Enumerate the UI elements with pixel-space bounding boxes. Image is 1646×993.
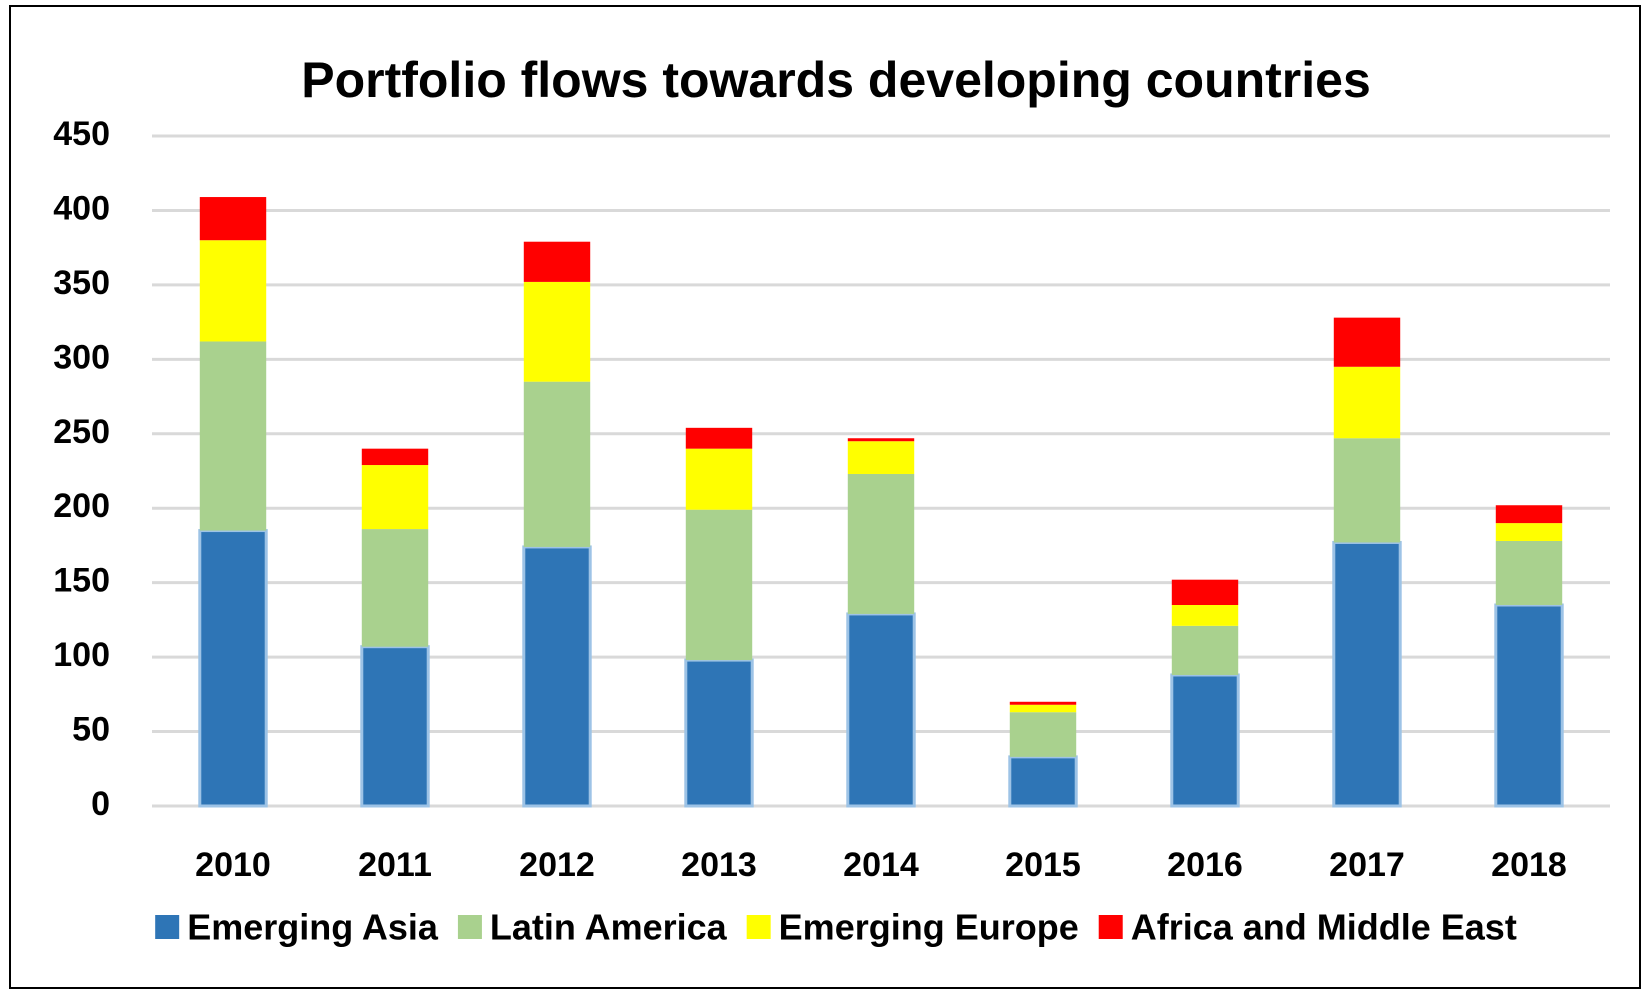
bar-segment <box>361 465 429 530</box>
bar-segment <box>199 240 267 342</box>
bar-segment <box>847 438 915 442</box>
bar-segment <box>523 281 591 382</box>
bar-segment <box>847 441 915 474</box>
bar-segment <box>846 612 916 808</box>
x-tick-label: 2012 <box>519 846 595 884</box>
y-tick-label: 200 <box>53 487 110 525</box>
bar-segment <box>522 545 592 808</box>
bar-segment <box>1171 579 1239 605</box>
legend-swatch <box>155 915 180 939</box>
bar-segment <box>1495 540 1563 605</box>
bar-segment <box>360 645 430 808</box>
bar-segment <box>1494 603 1564 808</box>
y-tick-label: 0 <box>91 785 110 823</box>
y-tick-label: 400 <box>53 189 110 227</box>
x-tick-label: 2015 <box>1005 846 1081 884</box>
x-tick-label: 2016 <box>1167 846 1243 884</box>
x-tick-label: 2013 <box>681 846 757 884</box>
bar-segment <box>1170 673 1240 808</box>
legend-label: Africa and Middle East <box>1131 907 1517 948</box>
y-tick-label: 100 <box>53 636 110 674</box>
bar-segment <box>685 509 753 661</box>
legend-swatch <box>746 915 771 939</box>
y-tick-label: 50 <box>72 711 110 749</box>
y-tick-label: 450 <box>53 115 110 153</box>
bar-segment <box>1008 755 1078 808</box>
bar-segment <box>523 241 591 282</box>
bar-segment <box>1333 366 1401 439</box>
y-tick-label: 150 <box>53 562 110 600</box>
bar-segment <box>684 658 754 808</box>
bar-segment <box>1009 701 1077 705</box>
y-tick-label: 350 <box>53 264 110 302</box>
bar-segment <box>361 529 429 647</box>
legend-label: Latin America <box>490 907 728 948</box>
bar-segment <box>1009 712 1077 757</box>
bar-segment <box>685 448 753 510</box>
legend-swatch <box>457 915 482 939</box>
bar-segment <box>199 341 267 531</box>
bar-segment <box>1171 625 1239 675</box>
bar-segment <box>847 473 915 614</box>
bar-segment <box>1333 317 1401 367</box>
y-tick-label: 300 <box>53 338 110 376</box>
bar-segment <box>1495 505 1563 524</box>
legend-swatch <box>1098 915 1123 939</box>
bar-segment <box>1333 438 1401 543</box>
legend-label: Emerging Europe <box>779 907 1079 948</box>
chart-border <box>9 5 1641 989</box>
bar-segment <box>1171 605 1239 626</box>
y-tick-label: 250 <box>53 413 110 451</box>
legend-label: Emerging Asia <box>187 907 439 948</box>
x-tick-label: 2014 <box>843 846 919 884</box>
chart-title: Portfolio flows towards developing count… <box>301 52 1371 108</box>
bar-segment <box>198 529 268 808</box>
bar-segment <box>523 381 591 547</box>
x-tick-label: 2018 <box>1491 846 1567 884</box>
x-tick-label: 2010 <box>195 846 271 884</box>
bar-segment <box>1009 704 1077 713</box>
x-tick-label: 2017 <box>1329 846 1405 884</box>
bar-segment <box>1495 523 1563 541</box>
bar-segment <box>685 427 753 449</box>
bar-segment <box>1332 540 1402 808</box>
x-tick-label: 2011 <box>358 846 432 884</box>
bar-segment <box>361 448 429 466</box>
bar-segment <box>199 197 267 241</box>
